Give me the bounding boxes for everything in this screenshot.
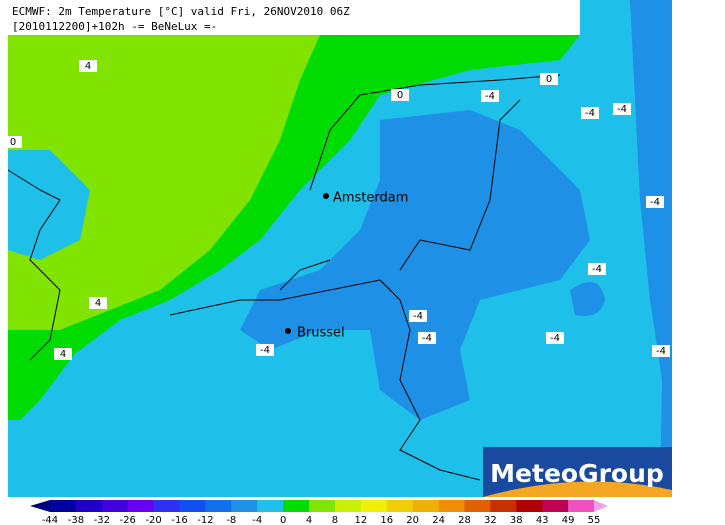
contour-label-box [546,332,564,344]
colorbar-segment [490,500,517,512]
colorbar-segment [334,500,362,512]
contour-label-box [54,348,72,360]
blue-region [630,0,672,497]
colorbar-segment [179,500,206,512]
city-dot [285,328,291,334]
colorbar-label: -4 [252,515,262,525]
contour-label-box [481,90,499,102]
contour-label-box [4,136,22,148]
contour-label: 4 [95,298,101,309]
colorbar-label: 24 [432,515,445,525]
coastline [7,169,61,361]
colorbar-segment [568,500,595,512]
colorbar-label: 43 [536,515,549,525]
contour-label-box [89,297,107,309]
city-dot [323,193,329,199]
colorbar-segment [153,500,181,512]
logo-text: MeteoGroup [490,459,664,488]
colorbar-segment [283,500,310,512]
contour-label-box [652,345,670,357]
colorbar-segment [127,500,155,512]
header-line: [2010112200]+102h -= BeNeLux =- [12,20,217,33]
colorbar-label: 12 [354,515,367,525]
colorbar-label: 32 [484,515,497,525]
contour-labels: 4 0 -4 0 -4 -4 0 -4 -4 4 -4 -4 -4 -4 4 -4 [4,60,670,360]
colorbar-label: 28 [458,515,471,525]
borders [169,74,561,481]
contour-label-box [613,103,631,115]
colorbar-label: 0 [280,515,286,525]
colorbar-segment [516,500,543,512]
contour-label-box [418,332,436,344]
contour-label-box [646,196,664,208]
contour-label: -4 [422,333,432,344]
colorbar-label: -26 [120,515,136,525]
colorbar-segment [50,500,77,512]
colorbar-segment [438,500,465,512]
colorbar-label: 8 [332,515,338,525]
colorbar-label: -20 [145,515,161,525]
colorbar-segment [205,500,232,512]
colorbar-label: 49 [562,515,575,525]
city-label: Amsterdam [333,191,408,206]
contour-label: -4 [485,91,495,102]
colorbar-segment [542,500,569,512]
contour-label: 0 [546,74,552,85]
contour-label-box [256,344,274,356]
contour-label: 0 [397,90,403,101]
lightgreen-region [8,35,320,330]
colorbar-segment [231,500,258,512]
colorbar-label: -38 [68,515,84,525]
header-box [8,0,580,35]
colorbar-label: 16 [380,515,393,525]
header-line: ECMWF: 2m Temperature [°C] valid Fri, 26… [12,5,350,18]
contour-label: -4 [585,108,595,119]
colorbar-segment [360,500,388,512]
colorbar-label: -32 [94,515,110,525]
colorbar-label: 20 [406,515,419,525]
contour-label: 0 [10,137,16,148]
colorbar-segment [309,500,336,512]
contour-label: 4 [60,349,66,360]
sea-patch [8,150,90,260]
colorbar-label: 55 [588,515,601,525]
colorbar: -44 -38 -32 -26 -20 -16 -12 -8 -4 0 4 8 12 16 20 24 28 32… [30,500,608,525]
colorbar-label: 4 [306,515,312,525]
colorbar-segment [412,500,440,512]
city-label: Brussel [297,326,345,341]
colorbar-segment [75,500,103,512]
colorbar-end [30,500,50,512]
cold-patch [570,282,605,316]
colorbar-label: 38 [510,515,523,525]
contour-label: -4 [592,264,602,275]
colorbar-label: -12 [197,515,213,525]
contour-label: -4 [617,104,627,115]
contour-label: -4 [656,346,666,357]
contour-label-box [540,73,558,85]
contour-label-box [581,107,599,119]
colorbar-end [594,500,608,512]
contour-label: -4 [650,197,660,208]
contour-label: 4 [85,61,91,72]
contour-label-box [409,310,427,322]
colorbar-segment [386,500,414,512]
logo-arc [483,481,672,497]
colorbar-segment [101,500,129,512]
contour-label: -4 [550,333,560,344]
contour-label-box [588,263,606,275]
colorbar-segment [257,500,284,512]
cold-region [240,110,590,420]
contour-label: -4 [413,311,423,322]
colorbar-label: -8 [226,515,236,525]
colorbar-label: -44 [42,515,58,525]
map-area [7,0,672,497]
contour-label-box [79,60,97,72]
colorbar-label: -16 [171,515,187,525]
contour-label: -4 [260,345,270,356]
contour-label-box [391,89,409,101]
colorbar-segment [464,500,491,512]
